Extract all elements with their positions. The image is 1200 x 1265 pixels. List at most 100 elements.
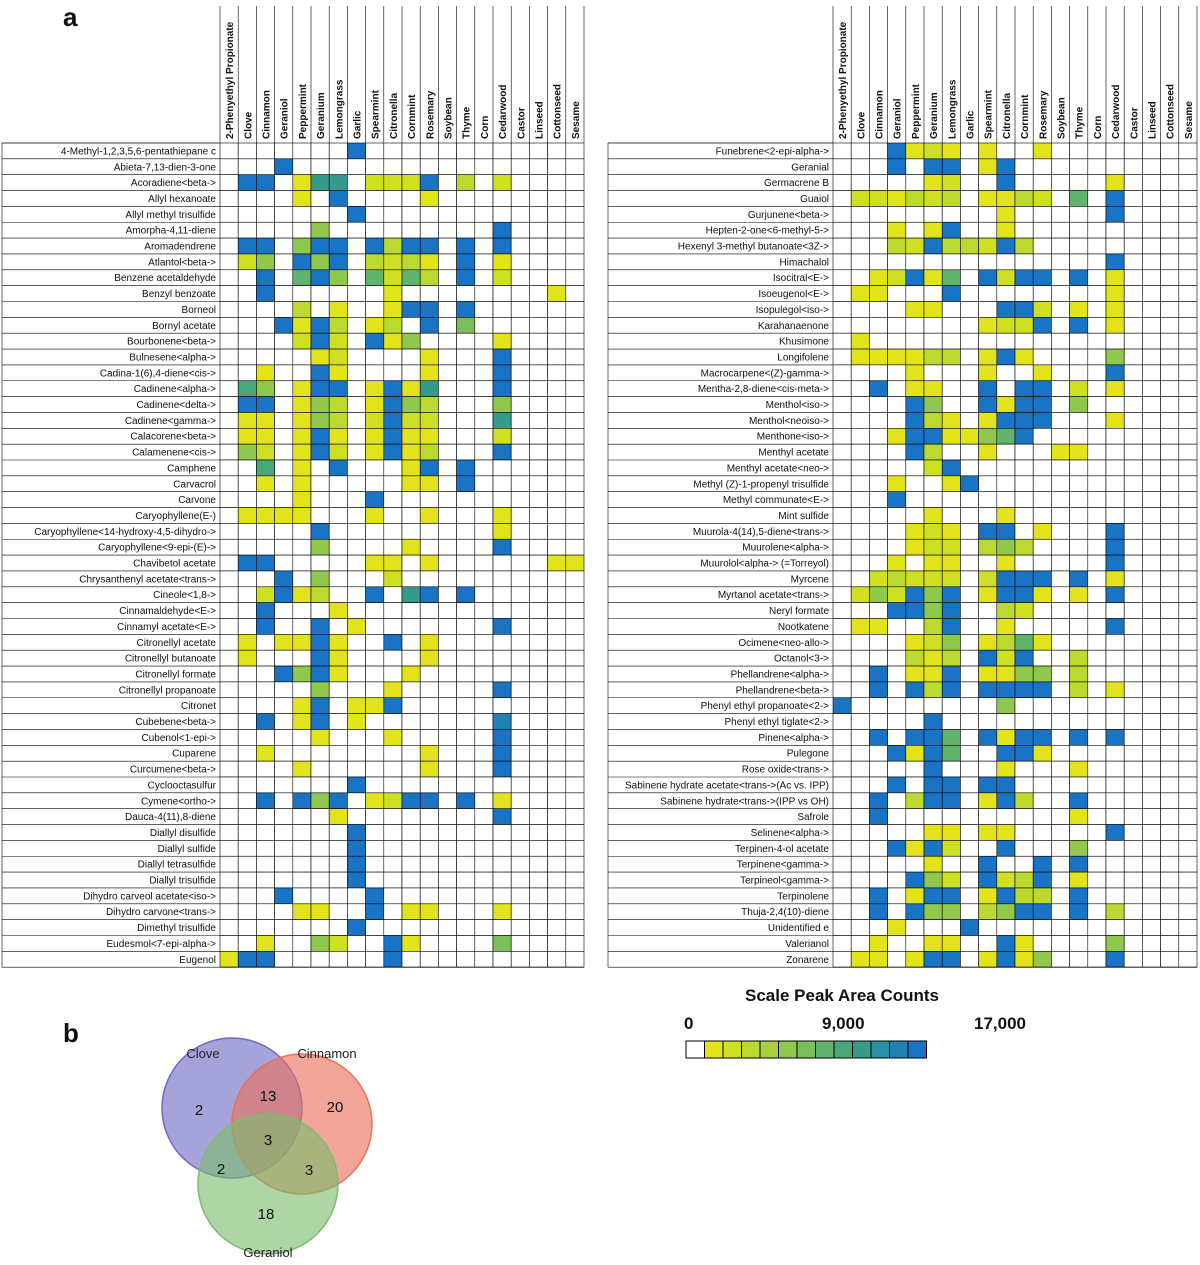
heatmap-cell (365, 634, 385, 651)
heatmap-cell (347, 190, 366, 207)
heatmap-cell (1105, 618, 1125, 635)
heatmap-cell (456, 586, 476, 603)
heatmap-cell (869, 332, 888, 350)
heatmap-cell (978, 285, 998, 302)
heatmap-cell (1123, 317, 1143, 334)
heatmap-cell (474, 332, 494, 350)
heatmap-cell (850, 887, 870, 905)
heatmap-cell (1069, 951, 1089, 968)
heatmap-cell (419, 919, 439, 936)
heatmap-cell (419, 396, 439, 413)
heatmap-cell (365, 142, 385, 160)
heatmap-cell (996, 332, 1016, 350)
heatmap-cell (941, 729, 961, 746)
heatmap-cell (996, 538, 1016, 556)
heatmap-cell (347, 412, 366, 429)
heatmap-cell (1051, 903, 1070, 920)
column-label: Cottonseed (553, 84, 564, 139)
heatmap-cell (941, 570, 961, 588)
heatmap-cell (310, 903, 330, 920)
heatmap-cell (1160, 269, 1180, 286)
heatmap-cell (419, 871, 439, 889)
heatmap-cell (292, 285, 312, 302)
heatmap-cell (383, 744, 403, 762)
heatmap-cell (365, 729, 385, 746)
heatmap-cell (960, 840, 979, 857)
heatmap-cell (1105, 713, 1125, 730)
row-label: Bourbonene<beta-> (127, 337, 216, 348)
heatmap-cell (237, 634, 257, 651)
heatmap-cell (905, 776, 925, 794)
heatmap-cell (1178, 332, 1198, 350)
heatmap-cell (905, 554, 925, 572)
heatmap-cell (274, 570, 294, 588)
heatmap-cell (1178, 570, 1198, 588)
heatmap-cell (237, 760, 257, 778)
row-label: Atlantol<beta-> (148, 257, 216, 268)
heatmap-cell (996, 681, 1016, 699)
row-label: Phenyl ethyl tiglate<2-> (724, 717, 829, 728)
heatmap-cell (1123, 364, 1143, 382)
heatmap-cell (1123, 887, 1143, 905)
heatmap-cell (547, 412, 567, 429)
heatmap-cell (1069, 269, 1089, 286)
heatmap-cell (923, 459, 943, 477)
heatmap-cell (474, 301, 494, 318)
heatmap-cell (456, 792, 476, 809)
heatmap-cell (474, 174, 494, 191)
heatmap-cell (996, 649, 1016, 667)
heatmap-cell (1105, 554, 1125, 572)
heatmap-cell (256, 206, 275, 223)
heatmap-cell (438, 570, 457, 588)
heatmap-cell (1105, 396, 1125, 413)
heatmap-cell (996, 396, 1016, 413)
heatmap-cell (1160, 459, 1180, 477)
heatmap-cell (419, 475, 439, 493)
heatmap-cell (1160, 190, 1180, 207)
heatmap-cell (510, 237, 530, 255)
column-label: Cornmint (407, 94, 418, 139)
heatmap-cell (1105, 380, 1125, 397)
heatmap-cell (219, 776, 239, 794)
column-label: Spearmint (371, 89, 382, 139)
heatmap-cell (510, 760, 530, 778)
heatmap-cell (1142, 459, 1161, 477)
row-label: Isocitral<E-> (773, 273, 829, 284)
heatmap-cell (1032, 221, 1052, 239)
heatmap-cell (1014, 491, 1034, 508)
heatmap-cell (887, 951, 907, 968)
scale-swatch (685, 1040, 705, 1059)
heatmap-cell (1123, 744, 1143, 762)
heatmap-cell (960, 570, 979, 588)
heatmap-cell (547, 760, 567, 778)
heatmap-cell (832, 760, 852, 778)
heatmap-cell (383, 491, 403, 508)
heatmap-cell (941, 317, 961, 334)
heatmap-cell (905, 396, 925, 413)
heatmap-cell (328, 190, 348, 207)
venn-region-count: 20 (327, 1099, 344, 1116)
heatmap-cell (996, 380, 1016, 397)
heatmap-cell (310, 364, 330, 382)
heatmap-cell (1087, 269, 1107, 286)
heatmap-cell (401, 729, 421, 746)
heatmap-cell (1051, 491, 1070, 508)
heatmap-cell (1069, 586, 1089, 603)
heatmap-cell (256, 507, 275, 524)
heatmap-cell (960, 221, 979, 239)
heatmap-cell (547, 538, 567, 556)
heatmap-cell (1178, 174, 1198, 191)
heatmap-cell (419, 142, 439, 160)
heatmap-cell (941, 475, 961, 493)
heatmap-cell (832, 634, 852, 651)
heatmap-cell (1069, 158, 1089, 176)
row-label: Sabinene hydrate<trans->(IPP vs OH) (660, 796, 829, 807)
heatmap-cell (1032, 253, 1052, 271)
heatmap-cell (1123, 190, 1143, 207)
column-label: Cinnamon (262, 90, 273, 139)
heatmap-cell (996, 269, 1016, 286)
heatmap-cell (1142, 713, 1161, 730)
heatmap-cell (365, 269, 385, 286)
row-label: Citronellyl formate (135, 669, 216, 680)
heatmap-cell (274, 459, 294, 477)
